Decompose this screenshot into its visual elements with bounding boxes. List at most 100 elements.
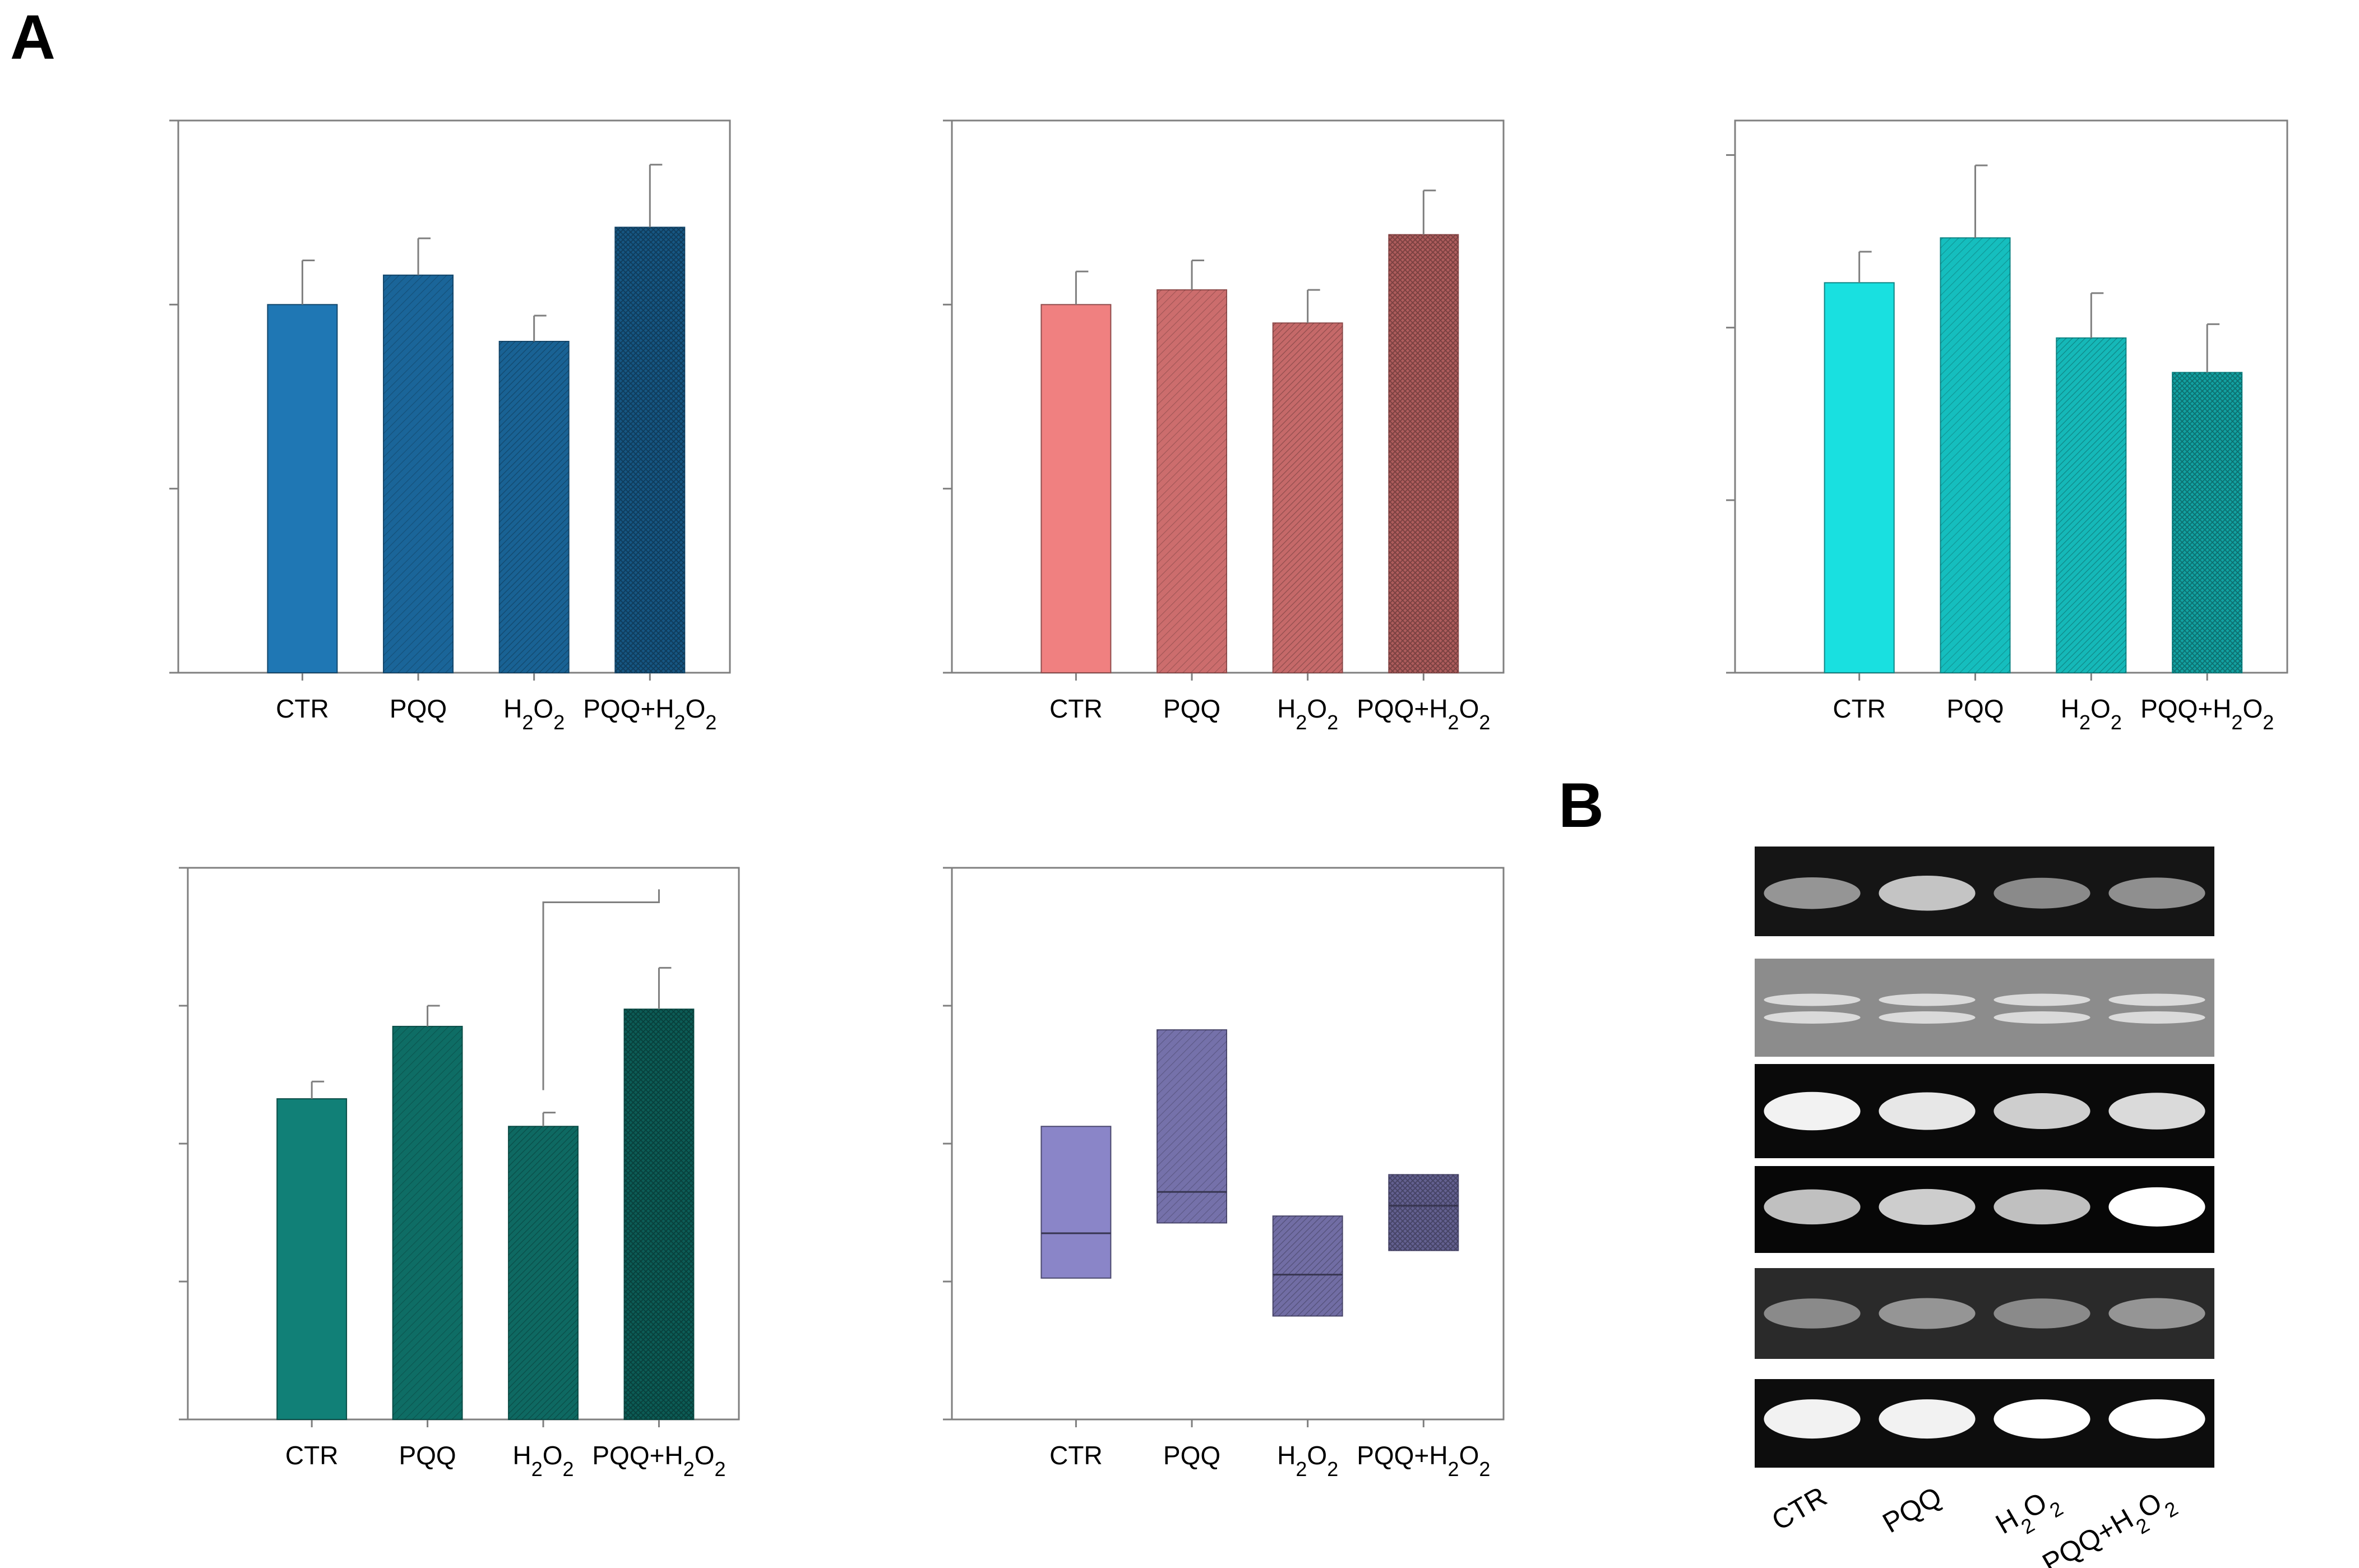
category-label-part: O <box>543 1441 563 1470</box>
category-label-part: PQQ <box>399 1441 456 1470</box>
category-label-part: 2 <box>1327 1458 1338 1481</box>
blot-band <box>1993 1011 2090 1024</box>
bar-hatch <box>615 227 685 673</box>
category-label-part: O <box>695 1441 715 1470</box>
x-tick-label: PQQ <box>390 694 447 723</box>
blot-band <box>1764 1298 1861 1329</box>
x-tick-label: CTR <box>1833 694 1886 723</box>
category-label-part: 2 <box>522 711 533 734</box>
bar-hatch <box>508 1126 578 1419</box>
category-label-part: 2 <box>1296 711 1307 734</box>
category-label-part: CTR <box>1766 1481 1832 1537</box>
category-label-part: 2 <box>674 711 686 734</box>
category-label-part: H <box>1277 1441 1296 1470</box>
category-label-part: O <box>2242 694 2263 723</box>
blot-band <box>1879 1298 1976 1329</box>
x-tick-label: PQQ+H2O2 <box>583 694 716 734</box>
blot-band <box>1764 1189 1861 1225</box>
category-label-part: PQQ+H <box>583 694 674 723</box>
x-tick-label: CTR <box>276 694 329 723</box>
blot-band <box>2108 1011 2205 1024</box>
category-label-part: O <box>1459 694 1479 723</box>
x-tick-label: H2O2 <box>512 1441 573 1481</box>
bar-hatch <box>624 1009 694 1419</box>
category-label-part: O <box>533 694 553 723</box>
category-label-part: PQQ+H <box>1357 694 1447 723</box>
blot-band <box>2108 993 2205 1006</box>
x-tick-label: PQQ+H2O2 <box>592 1441 725 1481</box>
category-label-part: CTR <box>1833 694 1886 723</box>
x-tick-label: CTR <box>1049 1441 1103 1470</box>
category-label-part: O <box>1459 1441 1479 1470</box>
box-hatch <box>1157 1030 1227 1223</box>
blot-band <box>1879 1188 1976 1225</box>
blot-band <box>1993 877 2090 909</box>
category-label-part: O <box>686 694 706 723</box>
blot-band <box>1879 875 1976 911</box>
blot-band <box>2108 1298 2205 1329</box>
bar-hatch <box>499 341 569 673</box>
blot-band <box>1993 1189 2090 1225</box>
category-label-part: 2 <box>1327 711 1338 734</box>
bar-hatch <box>1389 234 1459 673</box>
blot-band <box>2108 1187 2205 1227</box>
category-label-part: 2 <box>1448 1458 1459 1481</box>
bar <box>1824 282 1895 673</box>
blot-band <box>1764 993 1861 1006</box>
category-label-part: 2 <box>2079 711 2090 734</box>
box <box>1040 1126 1112 1279</box>
significance-bracket <box>542 889 660 1090</box>
chart-sirt3: CTR PQQ H2O2 PQQ+H2O2 <box>179 867 740 1481</box>
blot-lane-label: PQQ+H2O2 <box>2037 1481 2182 1568</box>
x-tick-label: PQQ <box>399 1441 456 1470</box>
blot-band <box>1879 1011 1976 1024</box>
blot-band <box>1993 1093 2090 1129</box>
bar-hatch <box>2056 337 2126 673</box>
blot-strip <box>1755 959 2214 1057</box>
category-label-part: O <box>1307 694 1327 723</box>
category-label-part: CTR <box>285 1441 339 1470</box>
bar-hatch <box>392 1026 462 1419</box>
x-tick-label: CTR <box>1049 694 1103 723</box>
blot-band <box>1764 1091 1861 1131</box>
x-tick-label: H2O2 <box>1277 694 1338 734</box>
category-label-part: 2 <box>1479 711 1490 734</box>
box-hatch <box>1389 1174 1459 1251</box>
plot-frame <box>1734 119 2288 674</box>
x-tick-label: PQQ <box>1946 694 2004 723</box>
chart-pgc1a: CTR PQQ H2O2 PQQ+H2O2 <box>943 119 1505 734</box>
x-tick-label: PQQ+H2O2 <box>2140 694 2274 734</box>
bar <box>276 1098 348 1421</box>
x-tick-label: H2O2 <box>2061 694 2122 734</box>
category-label-part: O <box>2090 694 2111 723</box>
blot-band <box>1764 877 1861 909</box>
category-label-part: 2 <box>553 711 565 734</box>
category-label-part: PQQ <box>1946 694 2004 723</box>
category-label-part: 2 <box>2111 711 2122 734</box>
chart-sirt1: CTR PQQ H2O2 PQQ+H2O2 <box>169 119 731 734</box>
bar-hatch <box>1273 323 1343 673</box>
x-tick-label: H2O2 <box>503 694 565 734</box>
blot-band <box>1764 1399 1861 1439</box>
category-label-part: H <box>1277 694 1296 723</box>
category-label-part: O <box>1307 1441 1327 1470</box>
blot-band <box>1764 1011 1861 1024</box>
plot-frame <box>951 119 1505 674</box>
x-tick-label: PQQ+H2O2 <box>1357 694 1490 734</box>
category-label-part: H <box>2061 694 2079 723</box>
box-hatch <box>1273 1216 1343 1316</box>
category-label-part: 2 <box>1479 1458 1490 1481</box>
blot-band <box>2108 1399 2205 1439</box>
category-label-part: 2 <box>2231 711 2242 734</box>
blot-band <box>1993 993 2090 1006</box>
category-label-part: 2 <box>683 1458 695 1481</box>
bar <box>267 304 338 673</box>
blot-band <box>1879 1092 1976 1130</box>
bar-hatch <box>1940 238 2010 673</box>
panel-label-b: B <box>1558 770 1604 840</box>
category-label-part: 2 <box>1448 711 1459 734</box>
x-tick-label: PQQ <box>1163 694 1220 723</box>
x-tick-label: CTR <box>285 1441 339 1470</box>
category-label-part: H <box>512 1441 531 1470</box>
